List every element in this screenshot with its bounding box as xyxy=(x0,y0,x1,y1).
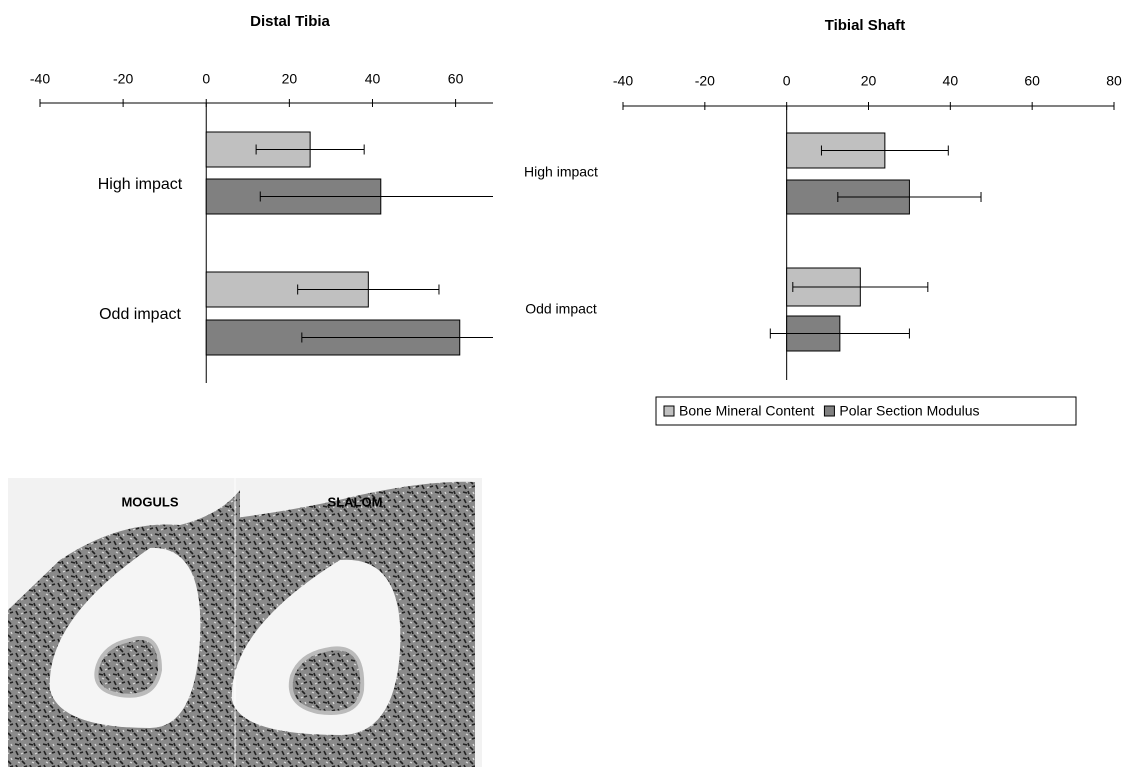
x-tick-label: -40 xyxy=(613,73,633,89)
legend: Bone Mineral Content Polar Section Modulu… xyxy=(656,397,1076,425)
chart-title: Tibial Shaft xyxy=(825,17,906,34)
category-label: High impact xyxy=(524,164,598,180)
legend-swatch xyxy=(824,406,834,416)
x-tick-label: -40 xyxy=(30,71,50,87)
chart: Tibial Shaft -40 -20 0 20 40 60 80 High impact Od… xyxy=(524,17,1122,425)
category-label: Odd impact xyxy=(525,301,597,317)
x-tick-label: 60 xyxy=(1024,73,1040,89)
legend-label: Bone Mineral Content xyxy=(679,403,815,419)
x-tick-label: 40 xyxy=(943,73,959,89)
image-label: SLALOM xyxy=(328,494,383,509)
figure: MOGULS SLALOM Distal Tibia -40 -20 0 20 40 60 H… xyxy=(0,0,1131,767)
chart: Distal Tibia -40 -20 0 20 40 60 High impact Odd … xyxy=(30,13,618,383)
category-label: Odd impact xyxy=(99,306,181,323)
image-label: MOGULS xyxy=(121,494,178,509)
x-tick-label: 40 xyxy=(365,71,381,87)
x-tick-label: 0 xyxy=(202,71,210,87)
x-tick-label: 60 xyxy=(448,71,464,87)
x-tick-label: 20 xyxy=(861,73,877,89)
chart-title: Distal Tibia xyxy=(250,13,330,30)
x-tick-label: 0 xyxy=(783,73,791,89)
x-tick-label: 80 xyxy=(1106,73,1122,89)
x-tick-label: 20 xyxy=(282,71,298,87)
category-label: High impact xyxy=(98,176,183,193)
legend-swatch xyxy=(664,406,674,416)
bone-image: MOGULS SLALOM xyxy=(8,478,482,767)
legend-label: Polar Section Modulus xyxy=(839,403,979,419)
x-tick-label: -20 xyxy=(113,71,133,87)
x-tick-label: -20 xyxy=(695,73,715,89)
